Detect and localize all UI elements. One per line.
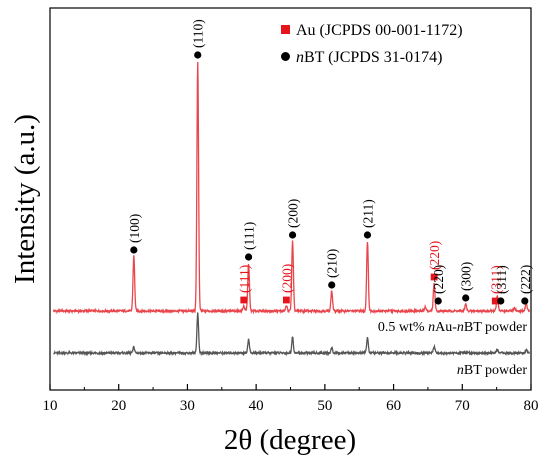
x-tick-label: 40 <box>249 398 264 414</box>
trace-au-nbt <box>52 61 530 315</box>
legend-nbt-rest: BT (JCPDS 31-0174) <box>304 49 442 66</box>
nbt-peak-marker <box>288 231 297 239</box>
trace-label-au-nbt: 0.5 wt% nAu-nBT powder <box>378 320 527 335</box>
peak-label: (111) <box>237 265 252 293</box>
nbt-peak-marker <box>194 51 202 59</box>
peak-label: (300) <box>459 262 474 291</box>
au-peak-marker <box>240 296 248 304</box>
x-tick-label: 10 <box>43 398 58 414</box>
peak-label: (110) <box>191 19 206 48</box>
nbt-peak-marker <box>130 246 138 254</box>
y-axis-title: Intensity (a.u.) <box>9 114 41 284</box>
au-peak-marker <box>491 297 499 305</box>
trace-label-part: Au- <box>435 320 457 335</box>
peak-label: (311) <box>488 265 503 294</box>
x-tick-label: 70 <box>455 398 470 414</box>
nbt-peak-marker <box>244 253 253 261</box>
trace-label-part: BT powder <box>464 363 527 378</box>
x-axis-title: 2θ (degree) <box>224 424 356 456</box>
peak-label: (111) <box>242 222 257 250</box>
nbt-peak-marker <box>363 231 372 239</box>
peak-label: (200) <box>286 199 301 228</box>
peak-label: (211) <box>360 199 375 228</box>
x-axis: 10 20 30 40 50 60 70 80 <box>43 384 539 414</box>
peak-label: (222) <box>518 265 533 294</box>
legend-nbt-label: nBT (JCPDS 31-0174) <box>296 49 442 66</box>
peak-label: (200) <box>279 264 294 293</box>
trace-nbt <box>53 312 530 357</box>
nbt-peak-marker <box>434 297 442 305</box>
peak-label: (210) <box>325 249 340 278</box>
x-tick-label: 20 <box>111 398 126 414</box>
legend-au-marker <box>281 25 290 34</box>
trace-label-part: n <box>457 320 464 335</box>
legend-nbt-italic: n <box>296 49 304 66</box>
x-tick-label: 50 <box>317 398 332 414</box>
trace-label-nbt: nBT powder <box>457 363 527 378</box>
peak-label: (100) <box>127 214 142 243</box>
x-tick-label: 80 <box>524 398 539 414</box>
au-peak-marker <box>282 296 290 304</box>
annotations-layer: (100) (110) (111) (111) (200) (200) (210) (211)… <box>127 19 533 305</box>
legend-au-label: Au (JCPDS 00-001-1172) <box>296 22 463 39</box>
traces-layer <box>52 61 530 357</box>
trace-label-part: BT powder <box>464 320 527 335</box>
nbt-peak-marker <box>462 294 470 302</box>
au-peak-marker <box>430 273 438 281</box>
nbt-peak-marker <box>497 297 505 305</box>
nbt-peak-marker <box>521 297 529 305</box>
trace-label-part: n <box>457 363 464 378</box>
x-tick-label: 30 <box>180 398 195 414</box>
peak-label: (220) <box>431 265 446 294</box>
trace-label-part: n <box>428 320 435 335</box>
x-tick-label: 60 <box>386 398 401 414</box>
nbt-peak-marker <box>328 281 336 289</box>
legend: Au (JCPDS 00-001-1172) nBT (JCPDS 31-0174… <box>281 22 463 66</box>
trace-label-part: 0.5 wt% <box>378 320 428 335</box>
peak-label: (311) <box>494 265 509 294</box>
legend-nbt-marker <box>281 52 290 61</box>
peak-label: (220) <box>427 241 442 270</box>
